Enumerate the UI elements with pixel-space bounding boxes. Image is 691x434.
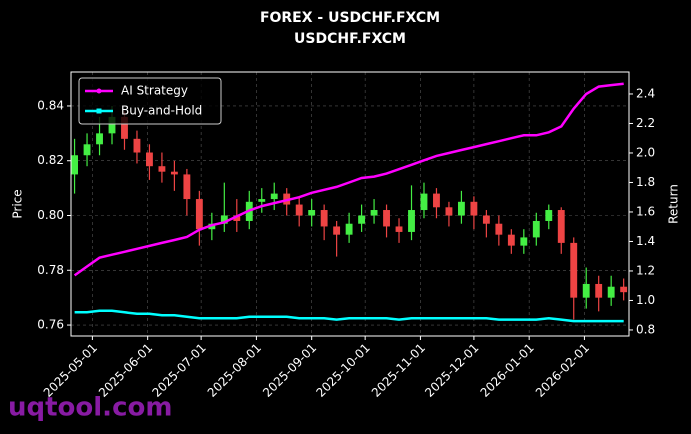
candle-body bbox=[333, 226, 341, 235]
y2-axis-label: Return bbox=[667, 184, 681, 224]
candle-body bbox=[370, 210, 378, 216]
y2-tick-label: 1.4 bbox=[636, 234, 655, 248]
candle-body bbox=[433, 193, 440, 208]
candle-body bbox=[408, 210, 415, 232]
candle-body bbox=[445, 207, 453, 216]
legend-label: Buy-and-Hold bbox=[121, 104, 202, 118]
candle-body bbox=[595, 283, 603, 298]
x-tick-label: 2025-05-01 bbox=[41, 341, 100, 400]
plot-frame bbox=[70, 71, 630, 337]
candle-body bbox=[96, 133, 103, 145]
candle-body bbox=[308, 210, 316, 216]
chart-subtitle: USDCHF.FXCM bbox=[294, 31, 406, 47]
candle-body bbox=[195, 199, 203, 230]
y2-tick-label: 1.8 bbox=[636, 175, 655, 189]
candle-body bbox=[570, 242, 578, 298]
candle-body bbox=[170, 171, 178, 175]
line-series bbox=[74, 309, 624, 323]
y-tick-label: 0.80 bbox=[37, 208, 64, 222]
candle-body bbox=[320, 210, 328, 227]
y-tick-label: 0.76 bbox=[37, 318, 64, 332]
y2-tick-label: 2.0 bbox=[636, 145, 655, 159]
candle-body bbox=[358, 215, 366, 224]
candle-body bbox=[146, 152, 153, 167]
y-tick-label: 0.78 bbox=[37, 263, 64, 277]
legend-marker bbox=[96, 88, 102, 94]
y2-tick-label: 1.6 bbox=[636, 204, 655, 218]
candle-body bbox=[470, 201, 478, 216]
y-tick-label: 0.82 bbox=[37, 153, 64, 167]
candle-body bbox=[71, 155, 78, 175]
candle-body bbox=[507, 234, 515, 246]
candle-body bbox=[395, 226, 403, 232]
y2-tick-label: 2.2 bbox=[636, 116, 655, 130]
watermark: uqtool.com bbox=[8, 393, 172, 423]
candle-body bbox=[582, 283, 590, 298]
x-tick-label: 2026-01-01 bbox=[478, 341, 537, 400]
candle-body bbox=[457, 201, 465, 216]
candle-body bbox=[520, 237, 528, 246]
legend-box bbox=[78, 77, 222, 125]
line-series bbox=[73, 82, 624, 277]
candle-body bbox=[220, 215, 228, 224]
x-tick-label: 2026-02-01 bbox=[533, 341, 592, 400]
legend-label: AI Strategy bbox=[121, 84, 188, 98]
y2-tick-label: 0.8 bbox=[636, 322, 655, 336]
candle-body bbox=[295, 204, 303, 216]
candle-body bbox=[607, 286, 615, 298]
candle-body bbox=[83, 144, 91, 156]
x-tick-label: 2025-07-01 bbox=[150, 341, 209, 400]
y2-tick-label: 1.0 bbox=[636, 293, 655, 307]
candle-body bbox=[121, 116, 128, 139]
x-tick-label: 2025-06-01 bbox=[96, 341, 155, 400]
candle-body bbox=[258, 199, 266, 202]
candle-body bbox=[345, 223, 353, 235]
candle-body bbox=[482, 215, 490, 224]
candle-body bbox=[108, 116, 116, 134]
y-axis-label: Price bbox=[11, 189, 25, 218]
y2-tick-label: 1.2 bbox=[636, 263, 655, 277]
candle-body bbox=[133, 138, 141, 153]
x-tick-label: 2025-09-01 bbox=[260, 341, 319, 400]
x-tick-label: 2025-12-01 bbox=[422, 341, 481, 400]
x-tick-label: 2025-10-01 bbox=[314, 341, 373, 400]
chart-title: FOREX - USDCHF.FXCM bbox=[260, 10, 440, 26]
candle-body bbox=[183, 174, 191, 200]
candle-body bbox=[620, 286, 628, 293]
candle-body bbox=[495, 223, 503, 235]
legend-marker bbox=[96, 108, 102, 114]
candle-body bbox=[532, 220, 540, 238]
candle-body bbox=[420, 193, 428, 211]
y2-tick-label: 2.4 bbox=[636, 86, 655, 100]
candle-body bbox=[545, 210, 553, 221]
y-tick-label: 0.84 bbox=[37, 98, 64, 112]
x-tick-label: 2025-08-01 bbox=[205, 341, 264, 400]
candle-body bbox=[270, 193, 278, 200]
x-tick-label: 2025-11-01 bbox=[369, 341, 428, 400]
candle-body bbox=[233, 215, 241, 221]
candle-body bbox=[557, 210, 565, 243]
candle-body bbox=[158, 166, 166, 172]
candle-body bbox=[383, 210, 390, 227]
